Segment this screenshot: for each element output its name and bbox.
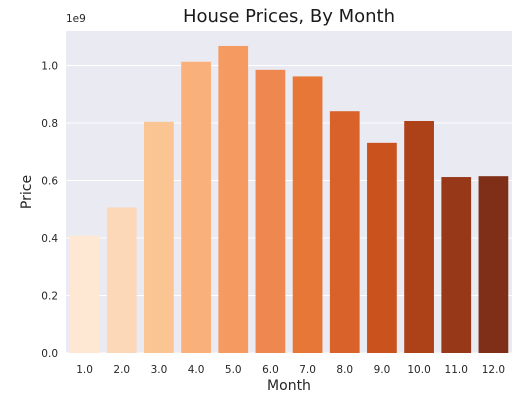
bar-month-10.0 — [404, 120, 434, 353]
x-axis-label: Month — [267, 378, 311, 394]
x-tick-label: 9.0 — [374, 364, 391, 376]
y-tick-label: 0.6 — [41, 176, 58, 188]
bars — [69, 45, 509, 354]
x-tick-label: 7.0 — [299, 364, 316, 376]
bar-month-1.0 — [69, 235, 100, 353]
x-tick-label: 11.0 — [445, 364, 468, 376]
y-tick-label: 0.4 — [41, 233, 58, 245]
bar-month-5.0 — [218, 45, 249, 353]
gridlines — [66, 65, 512, 354]
y-tick-label: 1.0 — [41, 61, 58, 73]
bar-month-12.0 — [478, 176, 509, 353]
x-tick-label: 4.0 — [188, 364, 205, 376]
bar-month-8.0 — [329, 111, 360, 354]
y-axis-label: Price — [19, 175, 35, 209]
x-tick-label: 10.0 — [407, 364, 430, 376]
bar-month-6.0 — [255, 69, 286, 353]
y-tick-label: 0.0 — [41, 348, 58, 360]
bar-month-7.0 — [292, 76, 323, 354]
bar-month-4.0 — [181, 61, 211, 353]
x-tick-label: 1.0 — [76, 364, 93, 376]
x-tick-label: 8.0 — [336, 364, 353, 376]
chart-title: House Prices, By Month — [183, 6, 395, 27]
x-tick-label: 5.0 — [225, 364, 242, 376]
y-tick-label: 0.8 — [41, 118, 58, 130]
x-tick-label: 3.0 — [151, 364, 168, 376]
plot-area — [66, 31, 512, 353]
y-tick-label: 0.2 — [41, 291, 58, 303]
bar-month-2.0 — [106, 207, 137, 353]
bar-month-3.0 — [144, 121, 174, 353]
x-axis-ticks: 1.0 2.0 3.0 4.0 5.0 6.0 7.0 8.0 9.0 10.0 11.0 12.0 — [76, 364, 505, 376]
x-tick-label: 12.0 — [482, 364, 505, 376]
x-tick-label: 6.0 — [262, 364, 279, 376]
y-axis-offset-label: 1e9 — [66, 13, 86, 25]
x-tick-label: 2.0 — [113, 364, 130, 376]
bar-month-11.0 — [441, 177, 472, 353]
bar-month-9.0 — [367, 142, 397, 353]
y-axis-ticks: 0.0 0.2 0.4 0.6 0.8 1.0 — [41, 61, 58, 361]
